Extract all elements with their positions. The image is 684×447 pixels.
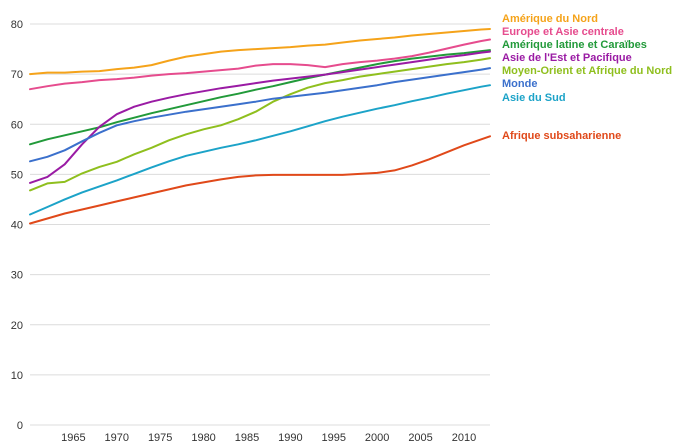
y-tick-label: 80 [11,19,23,31]
legend-entry-8: Afrique subsaharienne [502,130,621,142]
y-tick-label: 40 [11,220,23,232]
series-line-5 [29,57,491,192]
series-line-2 [29,38,491,91]
legend-entry-4: Asie de l'Est et Pacifique [502,52,632,64]
legend-entry-7: Asie du Sud [502,92,566,104]
series-line-3 [29,49,491,146]
x-tick-label: 1990 [278,432,302,444]
series-lines [29,28,491,225]
y-tick-label: 60 [11,119,23,131]
legend-entry-6: Monde [502,78,537,90]
series-line-8 [29,135,491,225]
legend-entry-5: Moyen-Orient et Afrique du Nord [502,65,672,77]
y-axis-ticks: 0 10 20 30 40 50 60 70 80 [11,19,23,432]
x-axis-ticks: 1965 1970 1975 1980 1985 1990 1995 2000 2005 2010 [61,432,476,444]
x-tick-label: 1995 [322,432,346,444]
y-tick-label: 0 [17,420,23,432]
series-line-4 [29,50,491,184]
y-tick-label: 70 [11,69,23,81]
y-tick-label: 30 [11,270,23,282]
x-tick-label: 1985 [235,432,259,444]
series-line-7 [29,84,491,216]
x-tick-label: 2005 [408,432,432,444]
y-tick-label: 50 [11,169,23,181]
series-line-1 [29,28,491,76]
legend-entry-3: Amérique latine et Caraïbes [502,39,647,51]
series-line-6 [29,67,491,163]
x-tick-label: 1975 [148,432,172,444]
legend-entry-2: Europe et Asie centrale [502,26,624,38]
x-tick-label: 1970 [105,432,129,444]
y-tick-label: 10 [11,370,23,382]
x-tick-label: 1965 [61,432,85,444]
x-tick-label: 1980 [191,432,215,444]
x-tick-label: 2000 [365,432,389,444]
x-tick-label: 2010 [452,432,476,444]
legend-entry-1: Amérique du Nord [502,13,598,25]
y-tick-label: 20 [11,320,23,332]
grid-lines [30,23,490,426]
